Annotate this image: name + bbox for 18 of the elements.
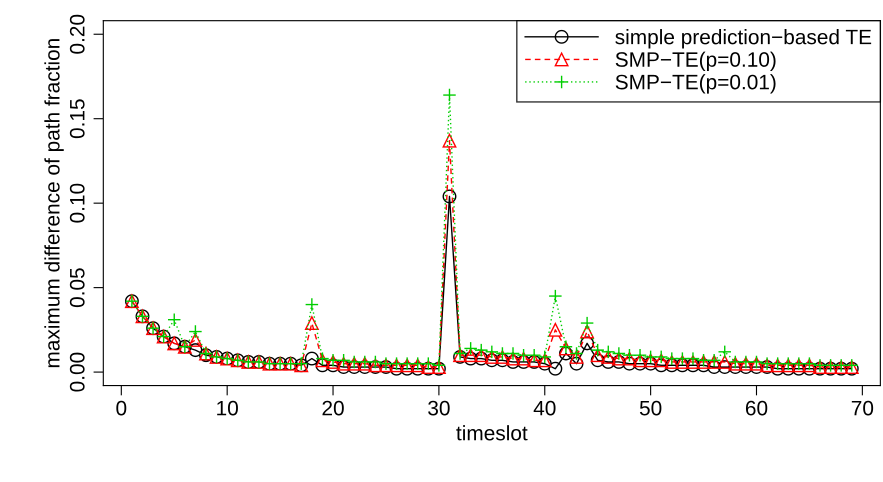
x-tick-label: 70: [852, 400, 874, 416]
legend-label: SMP−TE(p=0.01): [616, 74, 776, 94]
x-tick-label: 50: [640, 400, 662, 416]
x-tick-label: 0: [116, 400, 126, 416]
y-axis-title: maximum difference of path fraction: [44, 39, 64, 368]
x-tick-label: 20: [322, 400, 344, 416]
x-tick-label: 40: [534, 400, 556, 416]
x-tick-label: 30: [428, 400, 450, 416]
legend-label: SMP−TE(p=0.10): [616, 52, 776, 72]
legend-label: simple prediction−based TE: [615, 29, 872, 48]
y-tick-label: 0.20: [70, 14, 85, 54]
y-tick-label: 0.15: [70, 99, 85, 138]
x-tick-label: 60: [746, 400, 768, 416]
y-tick-label: 0.00: [70, 352, 85, 392]
y-tick-label: 0.05: [70, 268, 85, 308]
x-tick-label: 10: [217, 400, 238, 416]
y-tick-label: 0.10: [70, 184, 85, 223]
x-axis-title: timeslot: [456, 425, 528, 440]
